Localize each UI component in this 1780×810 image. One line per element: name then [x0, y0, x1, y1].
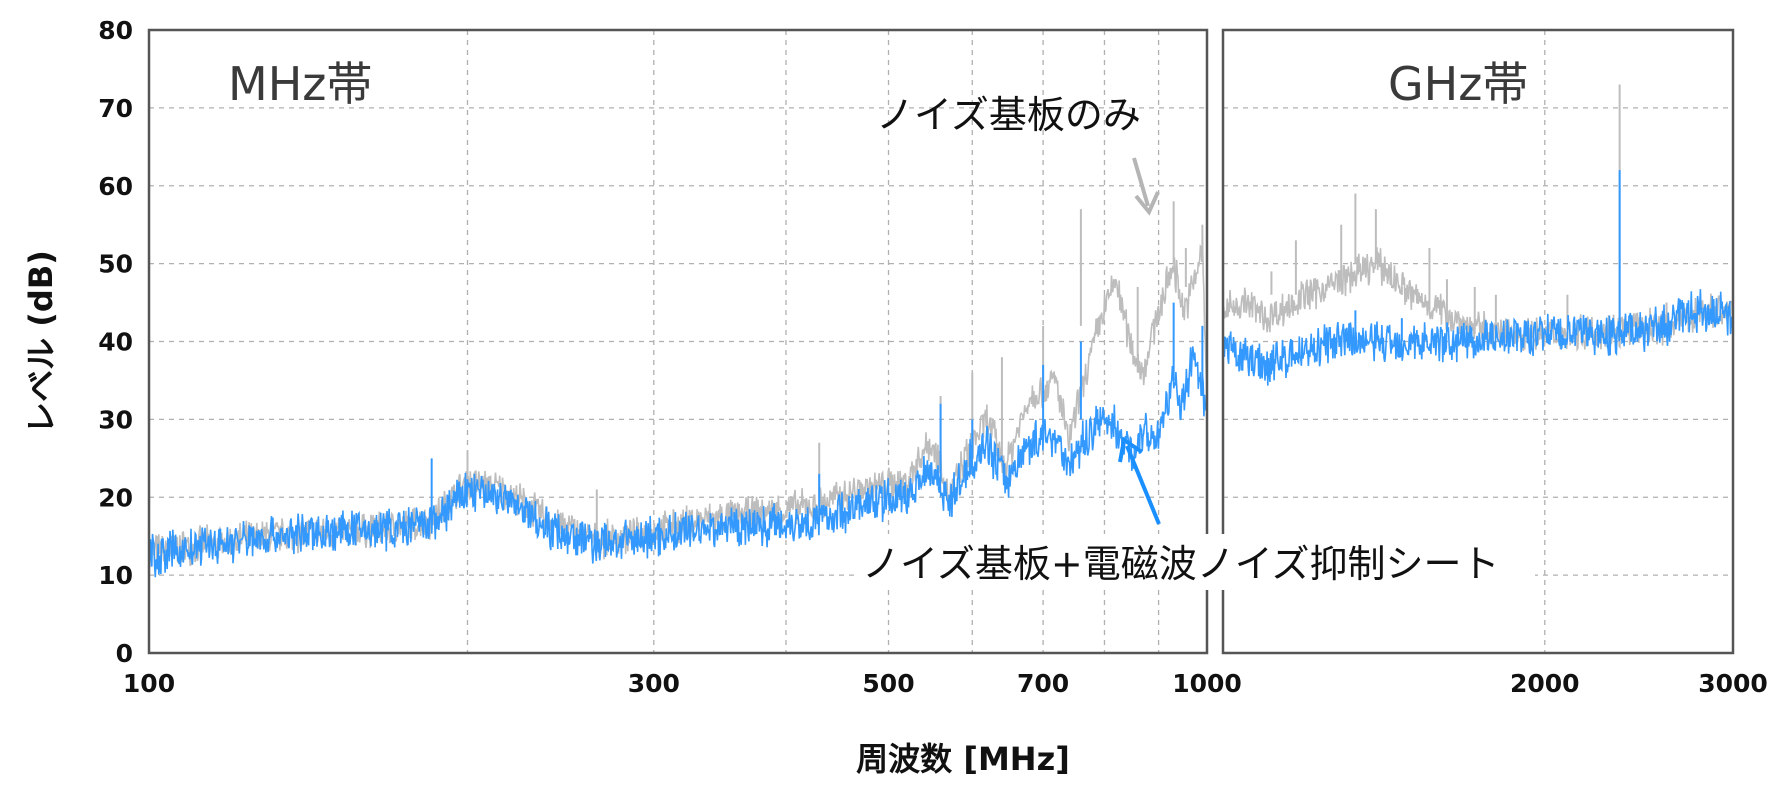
- x-axis-title: 周波数 [MHz]: [856, 740, 1070, 778]
- arrow-with-sheet: [1118, 436, 1161, 525]
- y-tick-label: 70: [98, 94, 133, 123]
- y-tick-label: 10: [98, 561, 133, 590]
- x-tick-label: 2000: [1510, 669, 1580, 698]
- x-tick-label: 300: [628, 669, 680, 698]
- panel-label-mhz: MHz帯: [228, 57, 372, 111]
- series-board-only-line: [148, 236, 1208, 572]
- x-tick-label: 1000: [1172, 669, 1242, 698]
- panel-label-ghz: GHz帯: [1388, 57, 1528, 111]
- y-axis-title: レベル (dB): [22, 250, 60, 434]
- x-tick-label: 100: [123, 669, 175, 698]
- y-tick-label: 0: [116, 639, 133, 668]
- arrow-board-only: [1132, 157, 1160, 216]
- legend-board-only: ノイズ基板のみ: [876, 93, 1141, 137]
- legend-with-sheet: ノイズ基板+電磁波ノイズ抑制シート: [862, 542, 1500, 586]
- legend-with-sheet-bg: [855, 534, 1535, 590]
- x-tick-label: 500: [862, 669, 914, 698]
- series-with-sheet-line: [1222, 289, 1734, 386]
- tick-labels: 100 300 500 700 1000 2000 3000 0 10 20 30 40 50 60 70 8…: [98, 16, 1768, 698]
- plot-area: [148, 84, 1734, 578]
- x-tick-label: 3000: [1698, 669, 1768, 698]
- y-tick-label: 60: [98, 172, 133, 201]
- y-tick-label: 30: [98, 405, 133, 434]
- panel-frames: [147, 28, 1735, 655]
- series-with-sheet-line: [148, 346, 1208, 578]
- y-tick-label: 20: [98, 483, 133, 512]
- panel-frame: [1221, 28, 1735, 655]
- y-tick-label: 80: [98, 16, 133, 45]
- y-tick-label: 40: [98, 328, 133, 357]
- panel-frame: [147, 28, 1209, 655]
- x-tick-label: 700: [1017, 669, 1069, 698]
- y-tick-label: 50: [98, 250, 133, 279]
